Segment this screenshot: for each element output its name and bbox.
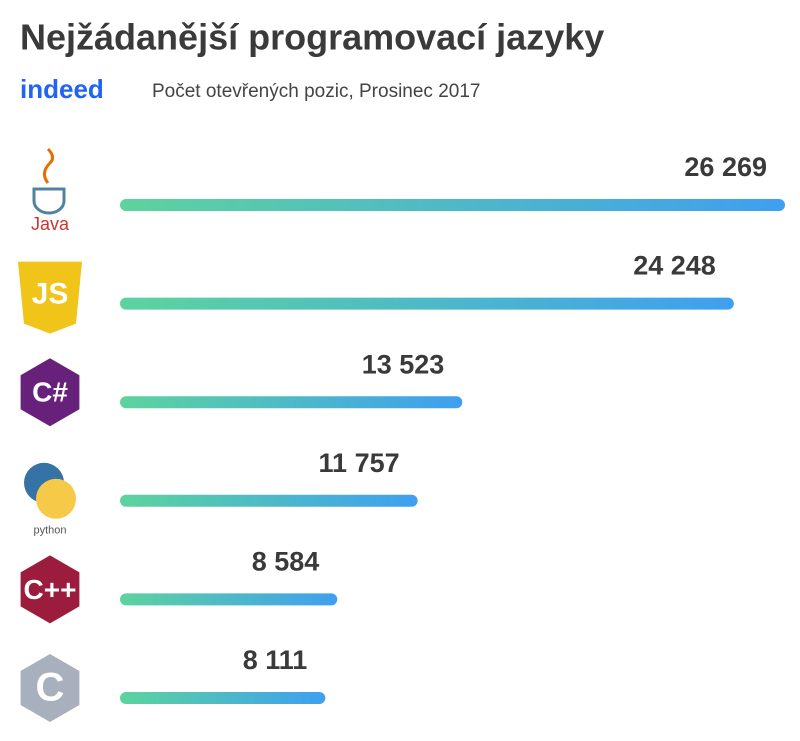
category-label: JS <box>32 278 69 311</box>
value-label: 11 757 <box>319 448 400 478</box>
java-steam <box>43 147 55 184</box>
bar <box>120 297 734 310</box>
bar <box>120 692 326 704</box>
bar <box>120 199 785 211</box>
python-bottom <box>36 478 76 519</box>
category-label: C <box>36 666 65 710</box>
bar <box>120 494 418 507</box>
value-label: 8 584 <box>252 547 320 577</box>
value-label: 26 269 <box>684 152 767 182</box>
source-logo: indeed <box>20 74 104 104</box>
category-label: C++ <box>24 574 77 605</box>
category-label: C# <box>32 377 68 408</box>
value-label: 24 248 <box>633 251 716 281</box>
value-label: 13 523 <box>362 349 445 379</box>
subtitle: Počet otevřených pozic, Prosinec 2017 <box>152 81 480 102</box>
lang-hex <box>20 358 80 427</box>
value-label: 8 111 <box>243 645 308 675</box>
category-label: Java <box>31 214 70 234</box>
js-shield <box>18 261 82 334</box>
lang-hex <box>20 555 80 624</box>
bar <box>120 593 338 606</box>
chart-title: Nejžádanější programovací jazyky <box>20 17 604 58</box>
bar <box>120 396 463 409</box>
category-label: python <box>33 525 66 537</box>
lang-hex <box>20 654 80 722</box>
java-cup <box>32 187 66 215</box>
